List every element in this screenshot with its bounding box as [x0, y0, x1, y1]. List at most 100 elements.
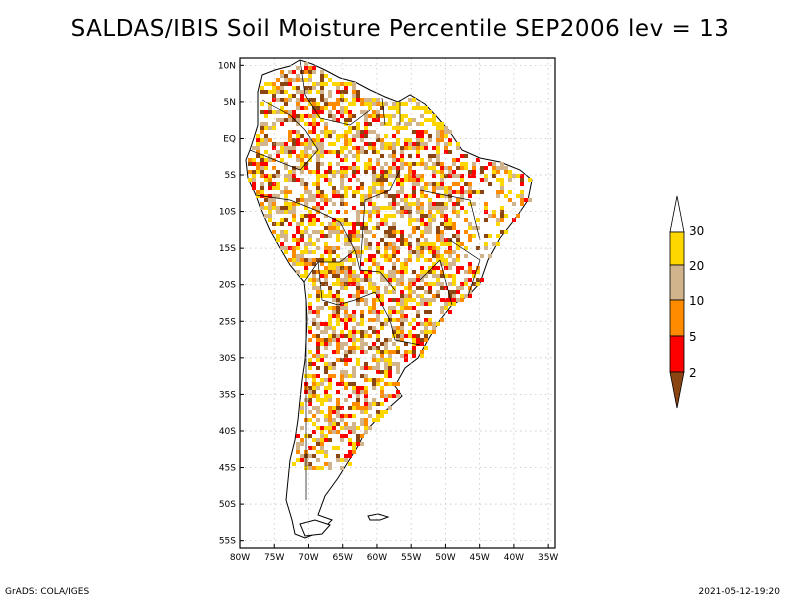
data-cell: [436, 186, 440, 190]
data-cell: [432, 274, 436, 278]
data-cell: [296, 78, 300, 82]
data-cell: [260, 166, 264, 170]
data-cell: [408, 254, 412, 258]
data-cell: [424, 146, 428, 150]
data-cell: [436, 322, 440, 326]
data-cell: [296, 106, 300, 110]
data-cell: [360, 334, 364, 338]
data-cell: [332, 274, 336, 278]
data-cell: [444, 186, 448, 190]
data-cell: [308, 86, 312, 90]
data-cell: [500, 214, 504, 218]
data-cell: [328, 466, 332, 470]
data-cell: [332, 106, 336, 110]
data-cell: [260, 158, 264, 162]
data-cell: [304, 150, 308, 154]
data-cell: [360, 350, 364, 354]
data-cell: [292, 150, 296, 154]
data-cell: [344, 434, 348, 438]
data-cell: [432, 118, 436, 122]
data-cell: [404, 270, 408, 274]
data-cell: [332, 174, 336, 178]
data-cell: [280, 142, 284, 146]
data-cell: [340, 298, 344, 302]
data-cell: [372, 286, 376, 290]
data-cell: [308, 302, 312, 306]
data-cell: [396, 170, 400, 174]
data-cell: [452, 258, 456, 262]
data-cell: [304, 90, 308, 94]
data-cell: [392, 306, 396, 310]
data-cell: [360, 346, 364, 350]
data-cell: [288, 94, 292, 98]
data-cell: [456, 146, 460, 150]
data-cell: [496, 166, 500, 170]
data-cell: [464, 270, 468, 274]
data-cell: [416, 338, 420, 342]
data-cell: [348, 130, 352, 134]
data-cell: [380, 386, 384, 390]
data-cell: [380, 146, 384, 150]
data-cell: [376, 330, 380, 334]
data-cell: [364, 274, 368, 278]
data-cell: [360, 366, 364, 370]
data-cell: [332, 218, 336, 222]
data-cell: [328, 182, 332, 186]
data-cell: [308, 418, 312, 422]
data-cell: [304, 274, 308, 278]
data-cell: [320, 258, 324, 262]
data-cell: [288, 130, 292, 134]
data-cell: [316, 154, 320, 158]
data-cell: [372, 358, 376, 362]
data-cell: [424, 310, 428, 314]
data-cell: [300, 222, 304, 226]
data-cell: [424, 238, 428, 242]
data-cell: [356, 178, 360, 182]
data-cell: [320, 150, 324, 154]
data-cell: [344, 266, 348, 270]
data-cell: [296, 178, 300, 182]
data-cell: [356, 250, 360, 254]
data-cell: [412, 270, 416, 274]
data-cell: [388, 298, 392, 302]
data-cell: [332, 102, 336, 106]
data-cell: [376, 206, 380, 210]
data-cell: [328, 290, 332, 294]
data-cell: [296, 118, 300, 122]
data-cell: [424, 118, 428, 122]
data-cell: [356, 154, 360, 158]
data-cell: [396, 230, 400, 234]
data-cell: [316, 334, 320, 338]
data-cell: [364, 390, 368, 394]
data-cell: [348, 126, 352, 130]
data-cell: [364, 362, 368, 366]
data-cell: [340, 438, 344, 442]
data-cell: [508, 170, 512, 174]
data-cell: [500, 182, 504, 186]
data-cell: [412, 130, 416, 134]
data-cell: [424, 302, 428, 306]
data-cell: [364, 350, 368, 354]
data-cell: [392, 126, 396, 130]
data-cell: [356, 238, 360, 242]
data-cell: [304, 138, 308, 142]
data-cell: [424, 270, 428, 274]
data-cell: [248, 162, 252, 166]
data-cell: [352, 102, 356, 106]
data-cell: [260, 186, 264, 190]
data-cell: [316, 218, 320, 222]
data-cell: [344, 130, 348, 134]
data-cell: [344, 358, 348, 362]
data-cell: [452, 282, 456, 286]
data-cell: [468, 174, 472, 178]
data-cell: [420, 158, 424, 162]
data-cell: [352, 342, 356, 346]
data-cell: [436, 142, 440, 146]
data-cell: [256, 170, 260, 174]
data-cell: [464, 282, 468, 286]
data-cell: [448, 294, 452, 298]
data-cell: [384, 398, 388, 402]
data-cell: [348, 294, 352, 298]
data-cell: [412, 194, 416, 198]
data-cell: [384, 170, 388, 174]
